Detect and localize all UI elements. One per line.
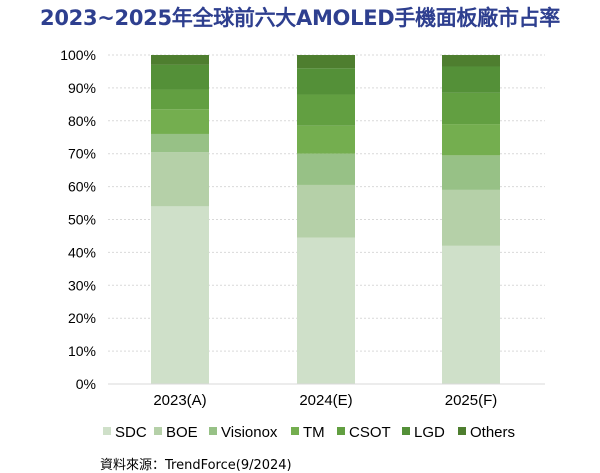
y-tick-label: 100% <box>60 47 96 63</box>
y-axis-tick-labels: 0% 10% 20% 30% 40% 50% 60% 70% 80% 90% 100% <box>60 47 96 392</box>
legend-label: LGD <box>414 424 445 441</box>
legend-item-sdc: SDC <box>103 424 147 441</box>
chart-title: 2023~2025年全球前六大AMOLED手機面板廠市占率 <box>40 6 560 30</box>
bar-segment-sdc <box>442 245 500 384</box>
x-tick-label: 2024(E) <box>299 392 352 409</box>
bar-segment-tm <box>151 109 209 134</box>
bar-segment-csot <box>151 89 209 110</box>
bar-segment-tm <box>442 124 500 156</box>
bar-segment-visionox <box>297 153 355 185</box>
legend-label: BOE <box>166 424 198 441</box>
bar-segment-lgd <box>151 64 209 90</box>
legend-swatch <box>402 427 410 435</box>
bar-segment-tm <box>297 125 355 154</box>
legend-label: Visionox <box>221 424 278 441</box>
y-tick-label: 70% <box>68 146 96 162</box>
bar-segment-lgd <box>297 68 355 95</box>
bar-segment-sdc <box>151 206 209 384</box>
y-tick-label: 30% <box>68 277 96 293</box>
bar-segment-csot <box>297 94 355 126</box>
bar-segment-visionox <box>442 155 500 190</box>
y-tick-label: 60% <box>68 179 96 195</box>
legend-label: SDC <box>115 424 147 441</box>
legend-label: CSOT <box>349 424 391 441</box>
legend-swatch <box>337 427 345 435</box>
bar-segment-others <box>151 55 209 65</box>
y-tick-label: 20% <box>68 310 96 326</box>
source-note: 資料來源：TrendForce(9/2024) <box>100 458 292 473</box>
legend-label: Others <box>470 424 515 441</box>
bar-segment-boe <box>151 152 209 207</box>
legend-swatch <box>103 427 111 435</box>
bars <box>151 55 500 384</box>
bar-segment-lgd <box>442 66 500 93</box>
x-axis-tick-labels: 2023(A) 2024(E) 2025(F) <box>153 392 497 409</box>
bar-segment-others <box>297 55 355 69</box>
legend-item-lgd: LGD <box>402 424 445 441</box>
bar-segment-boe <box>297 184 355 238</box>
y-tick-label: 90% <box>68 80 96 96</box>
y-tick-label: 80% <box>68 113 96 129</box>
bar-segment-visionox <box>151 133 209 153</box>
y-tick-label: 0% <box>76 376 96 392</box>
legend-label: TM <box>303 424 325 441</box>
bar-segment-boe <box>442 189 500 246</box>
y-tick-label: 50% <box>68 212 96 228</box>
bar-segment-sdc <box>297 237 355 384</box>
y-tick-label: 10% <box>68 343 96 359</box>
legend-item-boe: BOE <box>154 424 198 441</box>
legend-item-others: Others <box>458 424 515 441</box>
legend-swatch <box>291 427 299 435</box>
legend: SDC BOE Visionox TM CSOT LGD Others <box>103 424 515 441</box>
legend-swatch <box>209 427 217 435</box>
legend-swatch <box>458 427 466 435</box>
bar-segment-csot <box>442 92 500 125</box>
y-tick-label: 40% <box>68 244 96 260</box>
x-tick-label: 2023(A) <box>153 392 206 409</box>
legend-item-visionox: Visionox <box>209 424 278 441</box>
legend-item-csot: CSOT <box>337 424 391 441</box>
legend-swatch <box>154 427 162 435</box>
x-tick-label: 2025(F) <box>445 392 498 409</box>
legend-item-tm: TM <box>291 424 325 441</box>
bar-segment-others <box>442 55 500 67</box>
